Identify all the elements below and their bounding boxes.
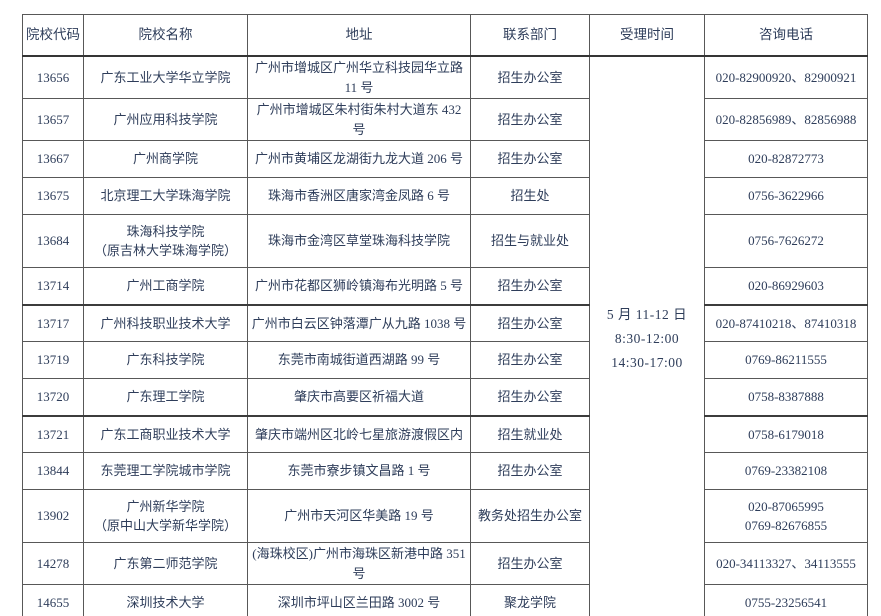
cell-code: 13717 xyxy=(22,303,84,342)
cell-name: 广东工业大学华立学院 xyxy=(83,55,248,99)
table-row: 13717 广州科技职业技术大学 广州市白云区钟落潭广从九路 1038 号 招生… xyxy=(22,303,868,342)
cell-phone: 020-34113327、34113555 xyxy=(704,542,868,585)
cell-address: 广州市天河区华美路 19 号 xyxy=(247,489,471,543)
header-department: 联系部门 xyxy=(470,14,590,57)
cell-department: 招生与就业处 xyxy=(470,214,590,268)
table-row: 14655 深圳技术大学 深圳市坪山区兰田路 3002 号 聚龙学院 0755-… xyxy=(22,584,868,616)
cell-address: 东莞市南城街道西湖路 99 号 xyxy=(247,341,471,379)
cell-code: 13902 xyxy=(22,489,84,543)
cell-department: 招生办公室 xyxy=(470,267,590,305)
table-row: 13667 广州商学院 广州市黄埔区龙湖街九龙大道 206 号 招生办公室 02… xyxy=(22,140,868,178)
cell-name: 广东理工学院 xyxy=(83,378,248,416)
cell-name: 广州工商学院 xyxy=(83,267,248,305)
cell-phone: 020-86929603 xyxy=(704,267,868,305)
cell-phone: 0769-86211555 xyxy=(704,341,868,379)
table-row: 13902 广州新华学院 （原中山大学新华学院） 广州市天河区华美路 19 号 … xyxy=(22,489,868,543)
cell-name: 东莞理工学院城市学院 xyxy=(83,452,248,490)
table-row: 13720 广东理工学院 肇庆市高要区祈福大道 招生办公室 0758-83878… xyxy=(22,378,868,416)
table-row: 13657 广州应用科技学院 广州市增城区朱村街朱村大道东 432 号 招生办公… xyxy=(22,98,868,141)
table-row: 13684 珠海科技学院 （原吉林大学珠海学院） 珠海市金湾区草堂珠海科技学院 … xyxy=(22,214,868,268)
cell-phone: 0769-23382108 xyxy=(704,452,868,490)
cell-phone: 020-82872773 xyxy=(704,140,868,178)
cell-department: 招生办公室 xyxy=(470,542,590,585)
cell-name: 广东第二师范学院 xyxy=(83,542,248,585)
cell-phone: 020-82856989、82856988 xyxy=(704,98,868,141)
acceptance-time-cell: 5 月 11-12 日 8:30-12:00 14:30-17:00 xyxy=(589,55,705,616)
header-row: 院校代码 院校名称 地址 联系部门 受理时间 咨询电话 xyxy=(22,14,868,57)
header-address: 地址 xyxy=(247,14,471,57)
cell-name: 北京理工大学珠海学院 xyxy=(83,177,248,215)
cell-code: 13657 xyxy=(22,98,84,141)
cell-code: 13667 xyxy=(22,140,84,178)
cell-name: 广州新华学院 （原中山大学新华学院） xyxy=(83,489,248,543)
cell-phone: 0756-3622966 xyxy=(704,177,868,215)
cell-address: 深圳市坪山区兰田路 3002 号 xyxy=(247,584,471,616)
table-row: 13719 广东科技学院 东莞市南城街道西湖路 99 号 招生办公室 0769-… xyxy=(22,341,868,379)
cell-department: 招生处 xyxy=(470,177,590,215)
header-phone: 咨询电话 xyxy=(704,14,868,57)
cell-code: 13719 xyxy=(22,341,84,379)
cell-phone: 0758-8387888 xyxy=(704,378,868,416)
cell-code: 13714 xyxy=(22,267,84,305)
cell-name: 广州商学院 xyxy=(83,140,248,178)
cell-department: 招生办公室 xyxy=(470,55,590,99)
cell-name: 广州应用科技学院 xyxy=(83,98,248,141)
cell-name: 深圳技术大学 xyxy=(83,584,248,616)
cell-address: 广州市增城区朱村街朱村大道东 432 号 xyxy=(247,98,471,141)
cell-department: 招生办公室 xyxy=(470,378,590,416)
table-row: 13675 北京理工大学珠海学院 珠海市香洲区唐家湾金凤路 6 号 招生处 07… xyxy=(22,177,868,215)
cell-address: 广州市增城区广州华立科技园华立路 11 号 xyxy=(247,55,471,99)
cell-code: 13675 xyxy=(22,177,84,215)
cell-phone: 020-82900920、82900921 xyxy=(704,55,868,99)
cell-code: 13720 xyxy=(22,378,84,416)
table-row: 13721 广东工商职业技术大学 肇庆市端州区北岭七星旅游渡假区内 招生就业处 … xyxy=(22,414,868,453)
cell-department: 招生办公室 xyxy=(470,140,590,178)
cell-department: 招生办公室 xyxy=(470,341,590,379)
cell-department: 聚龙学院 xyxy=(470,584,590,616)
header-time: 受理时间 xyxy=(589,14,705,57)
cell-name: 广东工商职业技术大学 xyxy=(83,414,248,453)
table-row: 13844 东莞理工学院城市学院 东莞市寮步镇文昌路 1 号 招生办公室 076… xyxy=(22,452,868,490)
cell-phone: 0758-6179018 xyxy=(704,414,868,453)
cell-address: 肇庆市高要区祈福大道 xyxy=(247,378,471,416)
cell-address: 东莞市寮步镇文昌路 1 号 xyxy=(247,452,471,490)
cell-phone: 0756-7626272 xyxy=(704,214,868,268)
cell-department: 教务处招生办公室 xyxy=(470,489,590,543)
cell-code: 14278 xyxy=(22,542,84,585)
cell-code: 13656 xyxy=(22,55,84,99)
cell-department: 招生办公室 xyxy=(470,303,590,342)
header-name: 院校名称 xyxy=(83,14,248,57)
cell-phone: 0755-23256541 xyxy=(704,584,868,616)
cell-department: 招生办公室 xyxy=(470,452,590,490)
table-row: 14278 广东第二师范学院 (海珠校区)广州市海珠区新港中路 351 号 招生… xyxy=(22,542,868,585)
cell-department: 招生办公室 xyxy=(470,98,590,141)
cell-code: 14655 xyxy=(22,584,84,616)
cell-address: (海珠校区)广州市海珠区新港中路 351 号 xyxy=(247,542,471,585)
cell-phone: 020-87065995 0769-82676855 xyxy=(704,489,868,543)
cell-address: 广州市花都区狮岭镇海布光明路 5 号 xyxy=(247,267,471,305)
cell-name: 广东科技学院 xyxy=(83,341,248,379)
cell-name: 珠海科技学院 （原吉林大学珠海学院） xyxy=(83,214,248,268)
cell-address: 珠海市香洲区唐家湾金凤路 6 号 xyxy=(247,177,471,215)
cell-address: 肇庆市端州区北岭七星旅游渡假区内 xyxy=(247,414,471,453)
cell-address: 广州市黄埔区龙湖街九龙大道 206 号 xyxy=(247,140,471,178)
cell-name: 广州科技职业技术大学 xyxy=(83,303,248,342)
cell-address: 珠海市金湾区草堂珠海科技学院 xyxy=(247,214,471,268)
table-row: 13656 广东工业大学华立学院 广州市增城区广州华立科技园华立路 11 号 招… xyxy=(22,55,868,616)
cell-code: 13684 xyxy=(22,214,84,268)
cell-code: 13844 xyxy=(22,452,84,490)
header-code: 院校代码 xyxy=(22,14,84,57)
cell-address: 广州市白云区钟落潭广从九路 1038 号 xyxy=(247,303,471,342)
cell-department: 招生就业处 xyxy=(470,414,590,453)
institutions-table: 院校代码 院校名称 地址 联系部门 受理时间 咨询电话 13656 广东工业大学… xyxy=(22,14,868,616)
cell-code: 13721 xyxy=(22,414,84,453)
table-header: 院校代码 院校名称 地址 联系部门 受理时间 咨询电话 xyxy=(22,14,868,57)
table-row: 13714 广州工商学院 广州市花都区狮岭镇海布光明路 5 号 招生办公室 02… xyxy=(22,267,868,305)
cell-phone: 020-87410218、87410318 xyxy=(704,303,868,342)
